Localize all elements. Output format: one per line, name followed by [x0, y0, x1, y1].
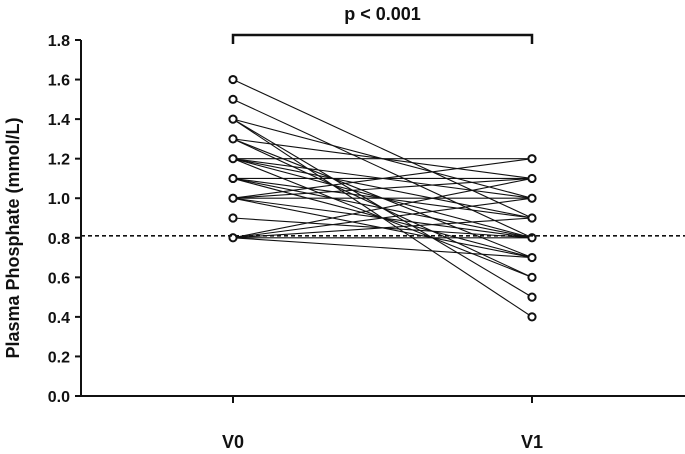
- y-tick-label: 1.6: [48, 73, 70, 90]
- y-tick-label: 0.4: [48, 310, 70, 327]
- pair-line: [232, 158, 533, 199]
- significance-label: p < 0.001: [344, 4, 421, 24]
- v1-point: [527, 252, 537, 263]
- pair-line: [232, 177, 533, 239]
- x-category-label: V0: [222, 432, 244, 452]
- v1-point: [527, 292, 537, 302]
- v0-point: [228, 74, 238, 85]
- y-tick-label: 0.0: [48, 389, 70, 406]
- x-ticks: V0 V1: [222, 396, 543, 452]
- pair-line: [232, 197, 533, 239]
- v0-point: [228, 154, 238, 164]
- v0-point: [228, 94, 238, 104]
- pair-line: [232, 237, 533, 259]
- paired-lines: [232, 79, 533, 318]
- y-ticks: 0.0 0.2 0.4 0.6 0.8 1.0 1.2 1.4 1.6 1.8: [48, 33, 81, 406]
- y-tick-label: 0.2: [48, 349, 70, 366]
- y-tick-label: 1.0: [48, 191, 70, 208]
- y-tick-label: 1.2: [48, 152, 70, 169]
- significance-bracket: [231, 33, 534, 44]
- pair-line: [232, 79, 533, 219]
- y-tick-label: 0.8: [48, 231, 70, 248]
- v1-point: [527, 312, 537, 322]
- v0-point: [228, 173, 238, 184]
- v1-point: [527, 213, 537, 223]
- v1-point: [527, 193, 537, 203]
- axes: 0.0 0.2 0.4 0.6 0.8 1.0 1.2 1.4 1.6 1.8 V0 V1: [48, 33, 685, 452]
- y-tick-label: 1.8: [48, 33, 70, 50]
- v1-point: [527, 272, 537, 282]
- v0-point: [228, 134, 238, 144]
- pair-line: [232, 98, 533, 239]
- v0-point: [228, 193, 238, 203]
- y-axis-title: Plasma Phosphate (mmol/L): [3, 117, 23, 358]
- pair-line: [232, 217, 533, 239]
- y-tick-label: 0.6: [48, 270, 70, 287]
- v0-point: [228, 114, 238, 124]
- y-tick-label: 1.4: [48, 112, 70, 129]
- v1-point: [527, 154, 537, 164]
- data-points: [228, 74, 537, 322]
- x-category-label: V1: [521, 432, 543, 452]
- pair-line: [232, 177, 533, 199]
- v1-point: [527, 173, 537, 184]
- v0-point: [228, 213, 238, 223]
